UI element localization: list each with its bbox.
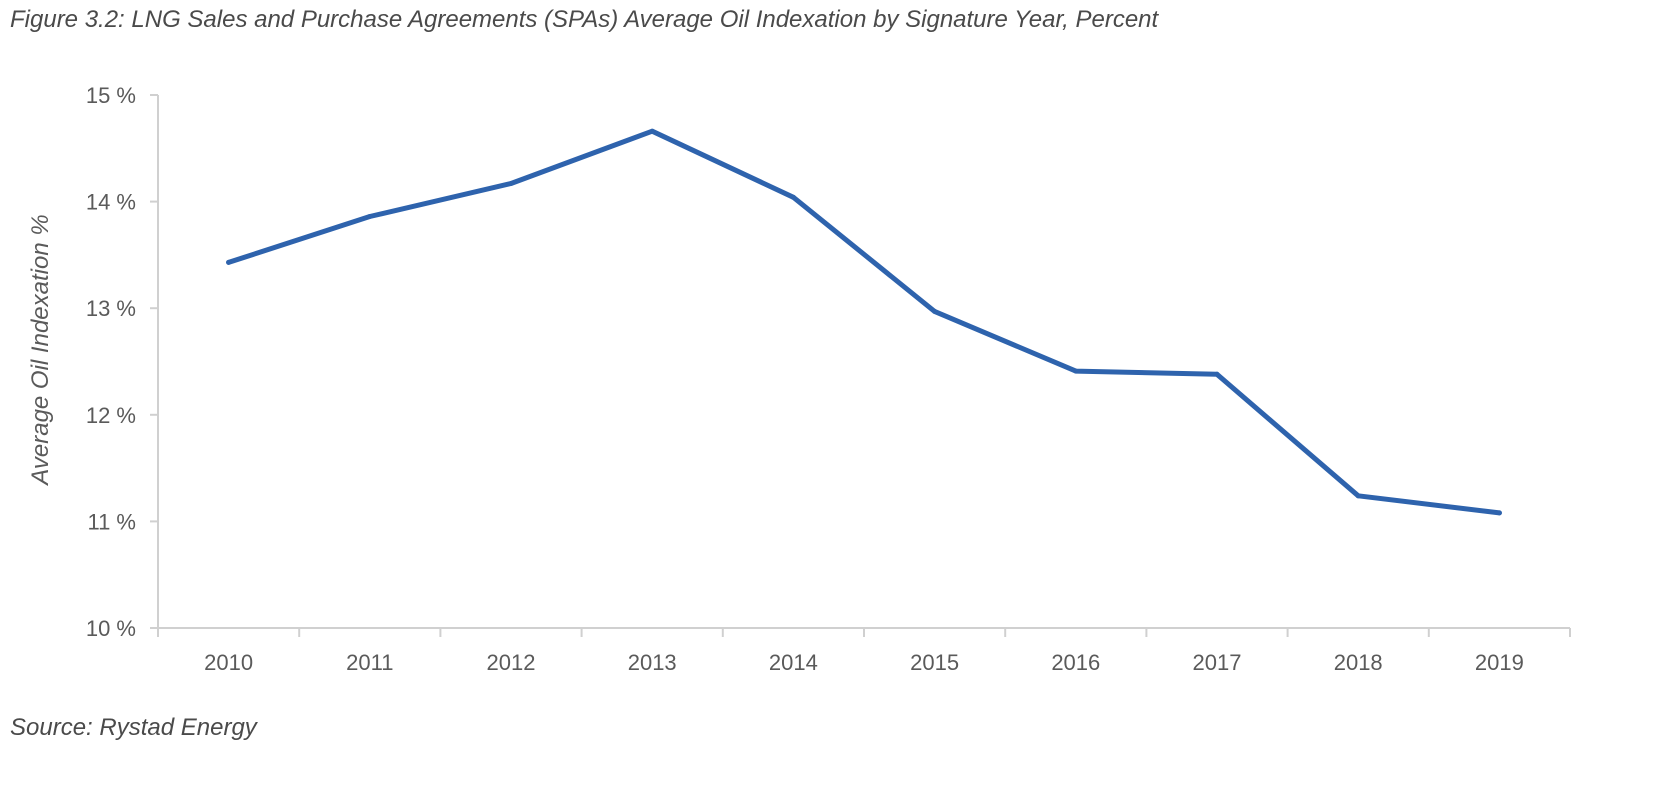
line-chart: 10 % 11 % 12 % 13 % 14 % 15 % 2010 2011 2012 2013…: [27, 83, 1571, 675]
x-tick-label: 2014: [769, 650, 818, 675]
x-tick-label: 2011: [346, 650, 393, 675]
axes: [150, 94, 1571, 637]
y-tick-label: 11 %: [87, 509, 136, 534]
data-point: [790, 194, 796, 200]
data-point: [1355, 493, 1361, 499]
tick-labels: 10 % 11 % 12 % 13 % 14 % 15 % 2010 2011 2012 2013…: [86, 83, 1524, 675]
series-line: [226, 128, 1502, 516]
x-tick-label: 2010: [204, 650, 253, 675]
data-point: [1073, 368, 1079, 374]
y-axis-title: Average Oil Indexation %: [27, 214, 54, 486]
data-point: [1496, 510, 1502, 516]
x-tick-label: 2018: [1334, 650, 1383, 675]
figure-title: Figure 3.2: LNG Sales and Purchase Agree…: [10, 6, 1159, 33]
data-point: [1214, 371, 1220, 377]
data-point: [367, 214, 373, 220]
data-point: [508, 180, 514, 186]
y-tick-label: 15 %: [86, 83, 136, 108]
x-tick-label: 2017: [1193, 650, 1242, 675]
y-tick-label: 14 %: [86, 190, 136, 215]
data-point: [649, 128, 655, 134]
figure-source: Source: Rystad Energy: [10, 714, 257, 741]
data-point: [226, 259, 232, 265]
x-tick-label: 2012: [487, 650, 536, 675]
y-tick-label: 13 %: [86, 296, 136, 321]
x-tick-label: 2016: [1051, 650, 1100, 675]
x-tick-label: 2013: [628, 650, 677, 675]
data-point: [932, 308, 938, 314]
y-tick-label: 12 %: [86, 403, 136, 428]
series-layer: [226, 128, 1502, 516]
x-tick-label: 2015: [910, 650, 959, 675]
x-tick-label: 2019: [1475, 650, 1524, 675]
y-tick-label: 10 %: [86, 616, 136, 641]
